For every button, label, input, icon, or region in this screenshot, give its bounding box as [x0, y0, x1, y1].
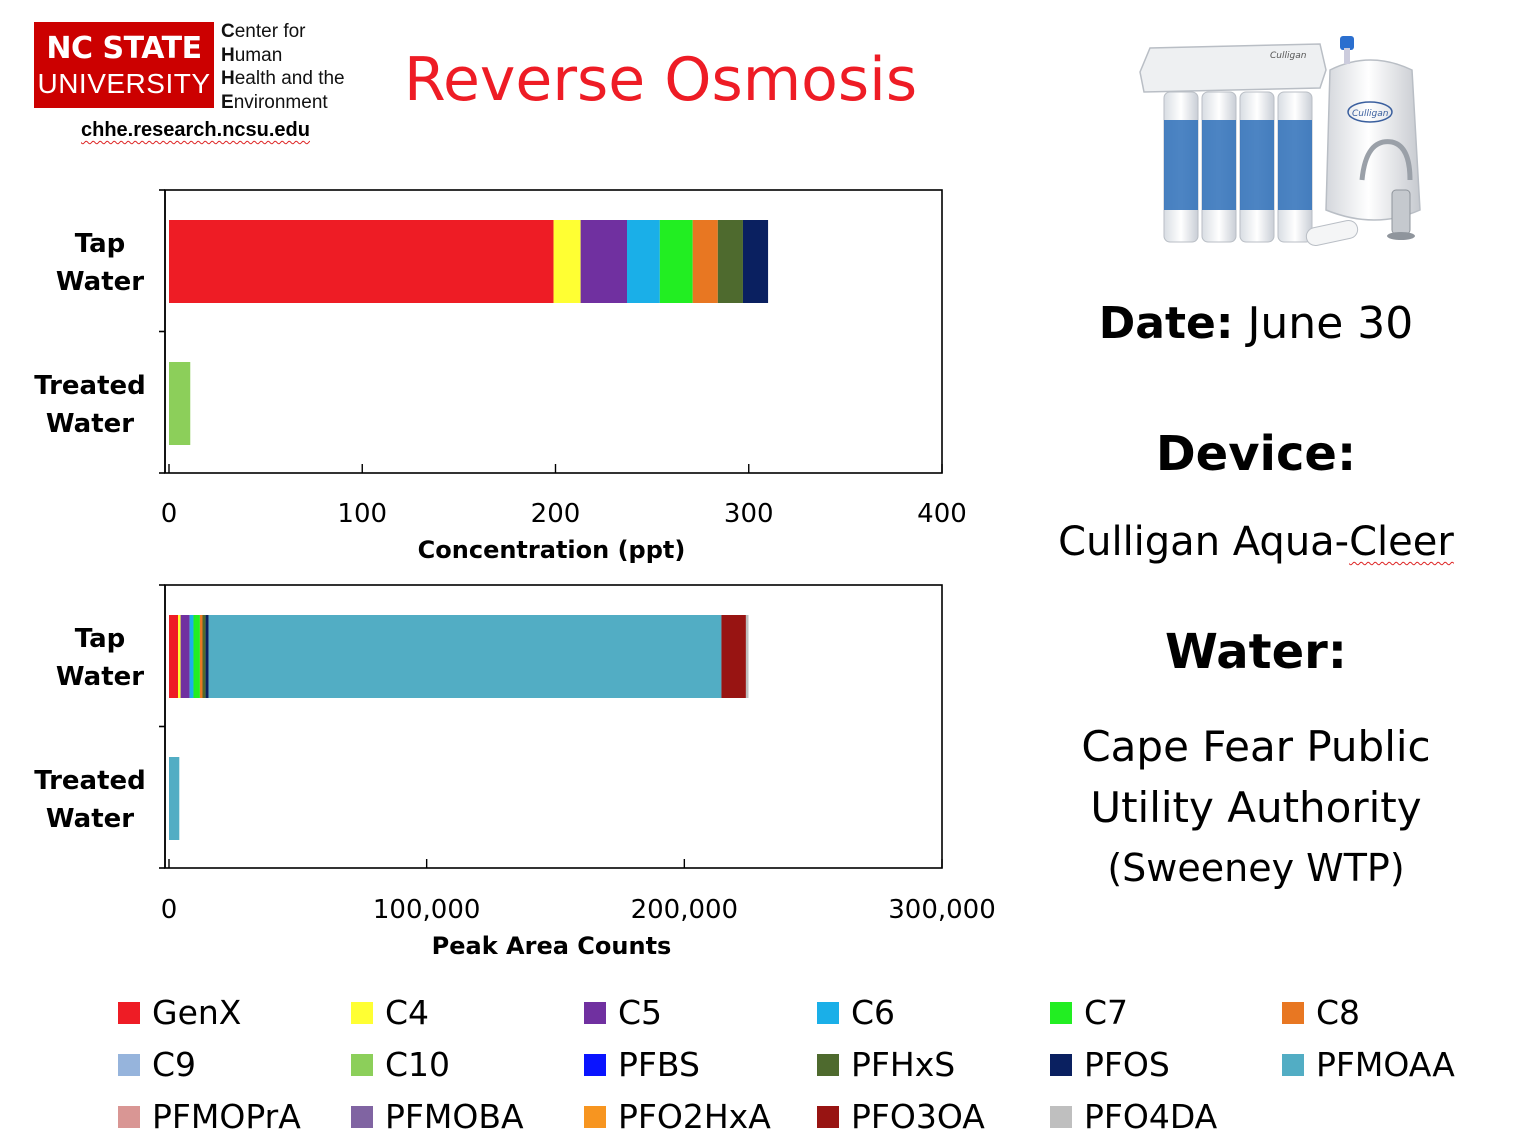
legend-label: PFMOPrA	[152, 1097, 301, 1136]
bar-segment-c10	[169, 362, 191, 445]
water-line-1: Cape Fear Public	[1081, 722, 1431, 771]
bar-segment-c8	[199, 615, 203, 698]
legend-label: PFO2HxA	[618, 1097, 771, 1136]
bar-segment-pfo3oa	[721, 615, 746, 698]
legend-label: PFBS	[618, 1045, 700, 1084]
legend-label: C8	[1316, 993, 1361, 1032]
filter-cartridges	[1163, 91, 1313, 243]
logo-line-university: UNIVERSITY	[37, 68, 211, 99]
x-tick-label: 400	[917, 499, 967, 529]
legend-label: C7	[1084, 993, 1129, 1032]
legend-swatch	[351, 1106, 373, 1128]
category-label: Treated Water	[34, 371, 146, 439]
legend-swatch	[1282, 1054, 1304, 1076]
category-label: Tap Water	[56, 624, 144, 692]
x-tick-label: 200,000	[631, 895, 739, 925]
legend-label: PFMOBA	[385, 1097, 524, 1136]
device-value-flagged: Cleer	[1349, 519, 1454, 565]
tank-brand: Culligan	[1352, 109, 1389, 119]
bar-segment-pfhxs	[202, 615, 206, 698]
legend-swatch	[351, 1054, 373, 1076]
chart-2: 0 100,000 200,000 300,000 Peak Area Counts Ta…	[34, 584, 996, 960]
legend-label: C9	[152, 1045, 197, 1084]
x-tick-label: 100,000	[373, 895, 481, 925]
legend-label: C4	[385, 993, 430, 1032]
x-tick-label: 300,000	[888, 895, 996, 925]
bar-segment-c4	[553, 220, 581, 303]
ro-system-picture: Culligan Culligan	[1139, 36, 1421, 247]
category-label: Treated Water	[34, 766, 146, 834]
water-label: Water:	[1165, 624, 1347, 680]
legend-label: C6	[851, 993, 896, 1032]
legend-label: C10	[385, 1045, 451, 1084]
bar-segment-c7	[659, 220, 693, 303]
bar-segment-pfos	[742, 220, 769, 303]
device-value-main: Culligan Aqua-	[1058, 519, 1350, 565]
legend-swatch	[351, 1002, 373, 1024]
center-name: Center for Human Health and the Environm…	[221, 20, 345, 114]
legend-label: GenX	[152, 993, 242, 1032]
legend-label: PFO4DA	[1084, 1097, 1218, 1136]
bar-segment-c6	[189, 615, 194, 698]
bar-segment-c6	[627, 220, 660, 303]
legend-swatch	[118, 1054, 140, 1076]
chart-1: 0 100 200 300 400 Concentration (ppt) Tap Water…	[34, 189, 967, 564]
legend-swatch	[584, 1054, 606, 1076]
bar-segment-pfo4da	[745, 615, 749, 698]
bar-segment-c5	[580, 220, 628, 303]
device-label: Device:	[1155, 426, 1357, 482]
x-tick-label: 0	[161, 499, 178, 529]
legend-swatch	[817, 1002, 839, 1024]
legend-label: PFMOAA	[1316, 1045, 1455, 1084]
bar-segment-genx	[169, 220, 554, 303]
slide-title: Reverse Osmosis	[404, 45, 918, 115]
legend-swatch	[817, 1054, 839, 1076]
center-name-line: Human	[221, 44, 283, 66]
water-line-3: (Sweeney WTP)	[1107, 846, 1405, 890]
device-value: Culligan Aqua-Cleer	[1046, 516, 1466, 568]
bar-segment-c5	[180, 615, 190, 698]
date-line: Date: June 30	[1046, 296, 1466, 352]
legend-swatch	[584, 1106, 606, 1128]
date-label: Date:	[1098, 298, 1234, 349]
legend-swatch	[118, 1002, 140, 1024]
legend-label: C5	[618, 993, 663, 1032]
bar-segment-genx	[169, 615, 179, 698]
bar-segment-pfhxs	[717, 220, 743, 303]
x-axis-title: Concentration (ppt)	[418, 536, 686, 564]
x-tick-label: 100	[337, 499, 387, 529]
center-name-line: Health and the	[221, 68, 345, 89]
center-name-line: Environment	[221, 91, 328, 113]
bar-segment-pfmoaa	[208, 615, 722, 698]
x-tick-label: 200	[531, 499, 581, 529]
ncstate-logo: NC STATE UNIVERSITY	[34, 22, 214, 108]
water-value: Cape Fear Public Utility Authority (Swee…	[1046, 716, 1466, 899]
x-tick-label: 300	[724, 499, 774, 529]
bar-segment-pfmoaa	[169, 757, 180, 840]
legend-swatch	[1050, 1106, 1072, 1128]
bar-segment-c8	[692, 220, 718, 303]
legend-swatch	[1282, 1002, 1304, 1024]
category-label: Tap Water	[56, 229, 144, 297]
legend-label: PFOS	[1084, 1045, 1170, 1084]
bar-segment-c7	[193, 615, 200, 698]
legend-swatch	[1050, 1002, 1072, 1024]
site-url: chhe.research.ncsu.edu	[81, 119, 310, 141]
x-axis-title: Peak Area Counts	[432, 932, 672, 960]
charts-area: 0 100 200 300 400 Concentration (ppt) Tap Water…	[34, 189, 996, 960]
manifold-brand: Culligan	[1270, 51, 1307, 61]
water-line-2: Utility Authority	[1090, 783, 1422, 832]
legend-label: PFHxS	[851, 1045, 956, 1084]
bar-segment-c4	[178, 615, 181, 698]
legend-swatch	[1050, 1054, 1072, 1076]
legend-swatch	[118, 1106, 140, 1128]
center-name-line: Center for	[221, 21, 306, 42]
legend-label: PFO3OA	[851, 1097, 985, 1136]
logo-line-ncstate: NC STATE	[46, 31, 202, 66]
date-value: June 30	[1247, 298, 1414, 349]
legend-swatch	[584, 1002, 606, 1024]
x-tick-label: 0	[161, 895, 178, 925]
bar-segment-pfos	[205, 615, 209, 698]
legend-swatch	[817, 1106, 839, 1128]
